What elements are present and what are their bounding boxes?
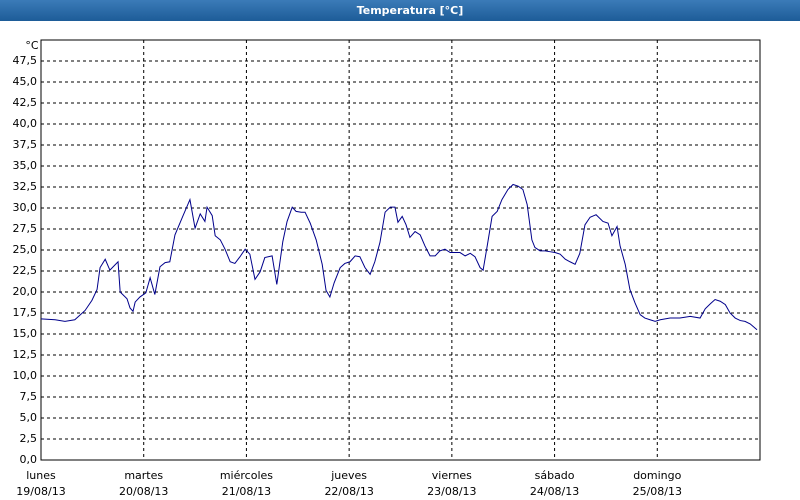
x-tick-label: lunes (26, 469, 56, 482)
y-tick-label: 20,0 (13, 285, 38, 298)
y-tick-label: 5,0 (20, 411, 38, 424)
x-tick-date: 19/08/13 (16, 485, 65, 498)
y-tick-label: 40,0 (13, 117, 38, 130)
y-tick-label: 0,0 (20, 453, 38, 466)
x-tick-label: miércoles (220, 469, 273, 482)
x-tick-date: 23/08/13 (427, 485, 476, 498)
x-tick-date: 22/08/13 (324, 485, 373, 498)
y-tick-label: 12,5 (13, 348, 38, 361)
y-tick-label: 47,5 (13, 54, 38, 67)
y-tick-label: 37,5 (13, 138, 38, 151)
x-tick-label: sábado (535, 469, 575, 482)
x-tick-date: 25/08/13 (633, 485, 682, 498)
y-tick-label: 45,0 (13, 75, 38, 88)
temperature-line (40, 183, 758, 331)
x-tick-date: 21/08/13 (222, 485, 271, 498)
chart-title: Temperatura [°C] (357, 4, 464, 17)
y-tick-label: 27,5 (13, 222, 38, 235)
x-tick-date: 24/08/13 (530, 485, 579, 498)
y-unit: °C (25, 39, 39, 52)
y-tick-label: 15,0 (13, 327, 38, 340)
y-tick-label: 35,0 (13, 159, 38, 172)
y-tick-label: 42,5 (13, 96, 38, 109)
y-tick-label: 22,5 (13, 264, 38, 277)
y-tick-label: 7,5 (20, 390, 38, 403)
y-tick-label: 30,0 (13, 201, 38, 214)
y-tick-label: 10,0 (13, 369, 38, 382)
y-tick-label: 17,5 (13, 306, 38, 319)
plot-area (40, 39, 761, 461)
x-tick-label: jueves (330, 469, 367, 482)
title-bar (0, 0, 800, 21)
y-tick-label: 32,5 (13, 180, 38, 193)
y-tick-label: 2,5 (20, 432, 38, 445)
x-tick-date: 20/08/13 (119, 485, 168, 498)
y-tick-label: 25,0 (13, 243, 38, 256)
x-tick-label: martes (124, 469, 163, 482)
x-tick-label: viernes (432, 469, 472, 482)
x-tick-label: domingo (633, 469, 681, 482)
